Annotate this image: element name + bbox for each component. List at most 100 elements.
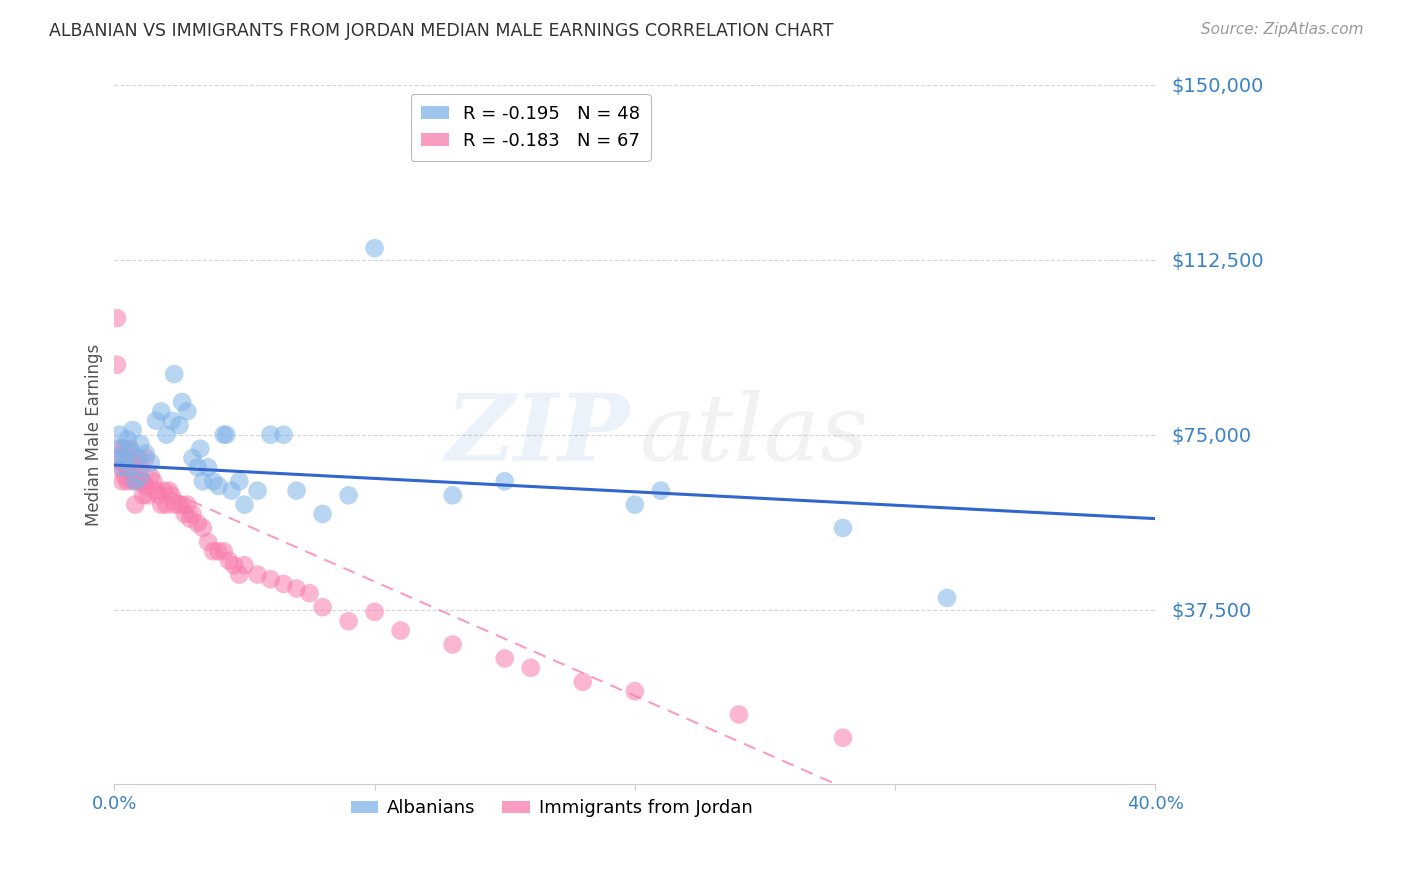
Legend: Albanians, Immigrants from Jordan: Albanians, Immigrants from Jordan: [343, 792, 759, 824]
Point: [363, 605, 385, 619]
Point: [259, 427, 281, 442]
Point: [246, 567, 269, 582]
Point: [832, 521, 855, 535]
Point: [142, 475, 165, 489]
Point: [132, 488, 155, 502]
Point: [650, 483, 672, 498]
Point: [127, 450, 149, 465]
Point: [118, 450, 141, 465]
Point: [118, 442, 141, 456]
Point: [623, 498, 645, 512]
Point: [188, 442, 211, 456]
Point: [124, 475, 146, 489]
Point: [728, 707, 751, 722]
Point: [170, 395, 193, 409]
Point: [163, 498, 186, 512]
Point: [135, 446, 157, 460]
Point: [215, 427, 238, 442]
Point: [187, 516, 209, 531]
Point: [139, 456, 162, 470]
Point: [191, 475, 214, 489]
Point: [132, 475, 155, 489]
Point: [117, 460, 139, 475]
Point: [181, 507, 204, 521]
Point: [179, 511, 201, 525]
Point: [129, 475, 152, 489]
Point: [298, 586, 321, 600]
Point: [114, 442, 136, 456]
Point: [155, 498, 177, 512]
Point: [311, 507, 333, 521]
Point: [221, 483, 243, 498]
Point: [176, 498, 198, 512]
Point: [136, 488, 159, 502]
Point: [494, 651, 516, 665]
Point: [187, 460, 209, 475]
Text: Source: ZipAtlas.com: Source: ZipAtlas.com: [1201, 22, 1364, 37]
Point: [228, 567, 250, 582]
Text: ALBANIAN VS IMMIGRANTS FROM JORDAN MEDIAN MALE EARNINGS CORRELATION CHART: ALBANIAN VS IMMIGRANTS FROM JORDAN MEDIA…: [49, 22, 834, 40]
Point: [111, 475, 134, 489]
Point: [337, 614, 360, 628]
Point: [111, 450, 134, 465]
Point: [160, 414, 183, 428]
Point: [228, 475, 250, 489]
Point: [117, 433, 139, 447]
Point: [218, 553, 240, 567]
Point: [121, 475, 143, 489]
Point: [233, 558, 256, 573]
Point: [150, 404, 173, 418]
Point: [519, 661, 541, 675]
Point: [121, 465, 143, 479]
Point: [441, 488, 464, 502]
Point: [363, 241, 385, 255]
Point: [832, 731, 855, 745]
Point: [114, 450, 136, 465]
Point: [118, 442, 141, 456]
Point: [127, 450, 149, 465]
Point: [117, 475, 139, 489]
Point: [207, 544, 229, 558]
Point: [129, 469, 152, 483]
Point: [169, 498, 191, 512]
Point: [494, 475, 516, 489]
Point: [135, 450, 157, 465]
Point: [623, 684, 645, 698]
Point: [571, 674, 593, 689]
Point: [389, 624, 412, 638]
Point: [285, 582, 308, 596]
Point: [936, 591, 959, 605]
Point: [105, 311, 128, 326]
Point: [155, 427, 177, 442]
Point: [207, 479, 229, 493]
Point: [285, 483, 308, 498]
Text: ZIP: ZIP: [446, 390, 630, 480]
Point: [273, 577, 295, 591]
Point: [150, 498, 173, 512]
Point: [191, 521, 214, 535]
Point: [212, 544, 235, 558]
Point: [337, 488, 360, 502]
Point: [111, 442, 134, 456]
Point: [202, 544, 225, 558]
Point: [157, 483, 180, 498]
Point: [441, 638, 464, 652]
Point: [202, 475, 225, 489]
Point: [108, 427, 131, 442]
Point: [124, 460, 146, 475]
Point: [197, 460, 219, 475]
Point: [212, 427, 235, 442]
Point: [170, 498, 193, 512]
Point: [197, 535, 219, 549]
Text: atlas: atlas: [640, 390, 869, 480]
Point: [127, 475, 149, 489]
Point: [108, 442, 131, 456]
Point: [259, 572, 281, 586]
Point: [163, 367, 186, 381]
Point: [176, 404, 198, 418]
Point: [117, 460, 139, 475]
Point: [153, 483, 176, 498]
Point: [135, 479, 157, 493]
Point: [160, 488, 183, 502]
Point: [129, 460, 152, 475]
